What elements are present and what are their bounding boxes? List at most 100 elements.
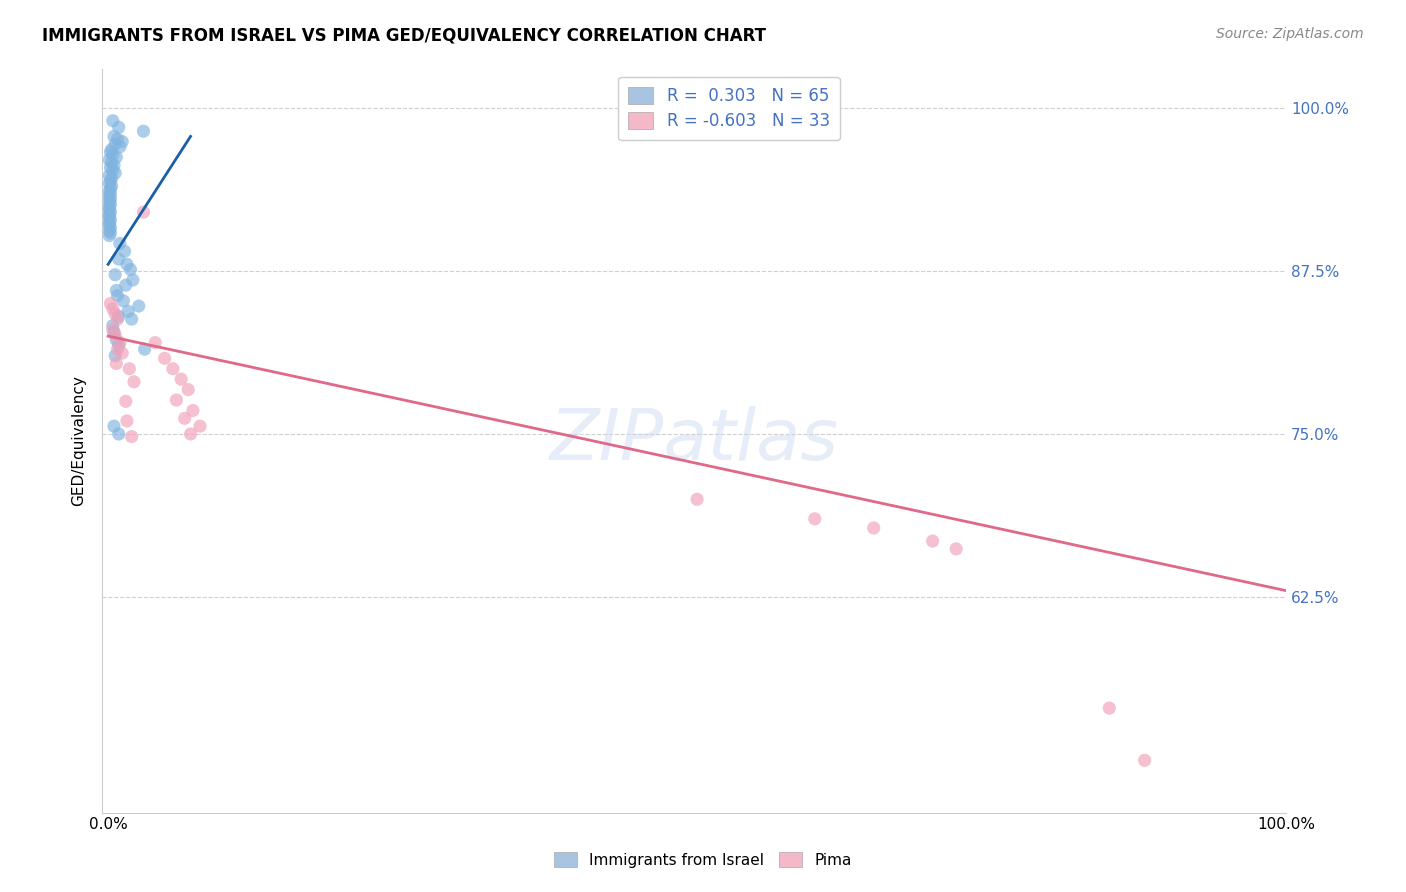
- Point: [118, 361, 141, 376]
- Point: [173, 411, 195, 425]
- Point: [98, 200, 121, 214]
- Point: [98, 211, 121, 225]
- Point: [181, 403, 204, 417]
- Point: [107, 342, 129, 356]
- Point: [121, 312, 143, 326]
- Point: [100, 161, 122, 175]
- Point: [162, 361, 184, 376]
- Point: [170, 372, 193, 386]
- Point: [165, 393, 187, 408]
- Point: [98, 215, 121, 229]
- Point: [804, 512, 827, 526]
- Point: [107, 132, 129, 146]
- Point: [98, 208, 121, 222]
- Point: [105, 284, 128, 298]
- Point: [104, 349, 127, 363]
- Text: Source: ZipAtlas.com: Source: ZipAtlas.com: [1216, 27, 1364, 41]
- Point: [101, 318, 124, 333]
- Point: [945, 541, 967, 556]
- Point: [100, 197, 122, 211]
- Point: [100, 171, 122, 186]
- Point: [100, 155, 122, 169]
- Point: [108, 140, 131, 154]
- Point: [101, 322, 124, 336]
- Point: [104, 307, 127, 321]
- Text: ZIPatlas: ZIPatlas: [550, 406, 838, 475]
- Point: [100, 145, 122, 159]
- Point: [98, 223, 121, 237]
- Point: [114, 394, 136, 409]
- Point: [107, 338, 129, 352]
- Point: [177, 383, 200, 397]
- Point: [98, 194, 121, 209]
- Point: [121, 273, 143, 287]
- Point: [105, 333, 128, 347]
- Point: [100, 213, 122, 227]
- Point: [134, 342, 156, 356]
- Point: [132, 205, 155, 219]
- Point: [1098, 701, 1121, 715]
- Point: [98, 184, 121, 198]
- Point: [143, 335, 166, 350]
- Point: [100, 143, 122, 157]
- Point: [100, 192, 122, 206]
- Point: [98, 169, 121, 183]
- Point: [104, 327, 127, 342]
- Point: [101, 163, 124, 178]
- Point: [100, 296, 122, 310]
- Point: [100, 220, 122, 235]
- Point: [100, 179, 122, 194]
- Point: [114, 278, 136, 293]
- Point: [103, 325, 125, 339]
- Legend: R =  0.303   N = 65, R = -0.603   N = 33: R = 0.303 N = 65, R = -0.603 N = 33: [619, 77, 839, 140]
- Point: [111, 346, 134, 360]
- Point: [117, 304, 139, 318]
- Point: [100, 181, 122, 195]
- Point: [114, 244, 136, 259]
- Point: [100, 205, 122, 219]
- Point: [132, 124, 155, 138]
- Point: [107, 252, 129, 266]
- Point: [98, 189, 121, 203]
- Point: [121, 429, 143, 443]
- Point: [101, 113, 124, 128]
- Point: [105, 150, 128, 164]
- Point: [115, 257, 138, 271]
- Point: [103, 158, 125, 172]
- Point: [115, 414, 138, 428]
- Point: [112, 293, 135, 308]
- Point: [107, 310, 129, 324]
- Point: [100, 174, 122, 188]
- Point: [686, 492, 709, 507]
- Point: [100, 186, 122, 201]
- Point: [98, 153, 121, 167]
- Point: [921, 534, 943, 549]
- Point: [98, 218, 121, 232]
- Point: [862, 521, 884, 535]
- Text: IMMIGRANTS FROM ISRAEL VS PIMA GED/EQUIVALENCY CORRELATION CHART: IMMIGRANTS FROM ISRAEL VS PIMA GED/EQUIV…: [42, 27, 766, 45]
- Point: [98, 177, 121, 191]
- Point: [103, 419, 125, 434]
- Y-axis label: GED/Equivalency: GED/Equivalency: [72, 376, 86, 506]
- Point: [107, 312, 129, 326]
- Legend: Immigrants from Israel, Pima: Immigrants from Israel, Pima: [547, 844, 859, 875]
- Point: [104, 166, 127, 180]
- Point: [108, 236, 131, 251]
- Point: [128, 299, 150, 313]
- Point: [111, 135, 134, 149]
- Point: [120, 262, 142, 277]
- Point: [107, 288, 129, 302]
- Point: [100, 226, 122, 240]
- Point: [188, 419, 211, 434]
- Point: [98, 228, 121, 243]
- Point: [104, 137, 127, 152]
- Point: [98, 202, 121, 217]
- Point: [153, 351, 176, 366]
- Point: [105, 357, 128, 371]
- Point: [1133, 753, 1156, 767]
- Point: [104, 268, 127, 282]
- Point: [107, 427, 129, 442]
- Point: [103, 129, 125, 144]
- Point: [101, 301, 124, 316]
- Point: [108, 335, 131, 350]
